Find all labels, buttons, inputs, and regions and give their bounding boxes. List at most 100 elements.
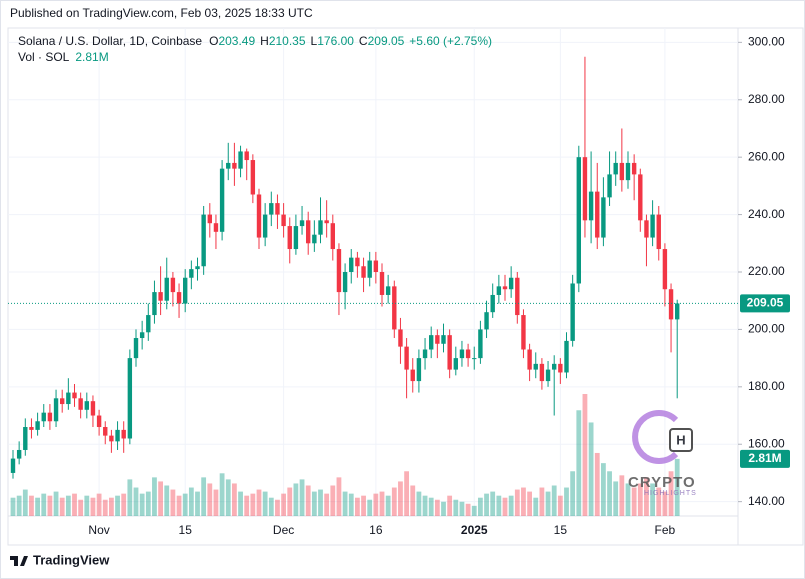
volume-bar xyxy=(275,499,280,516)
x-tick-label: 15 xyxy=(179,523,193,537)
labels: Solana / U.S. Dollar, 1D, Coinbase O203.4… xyxy=(8,34,790,537)
candle-body xyxy=(207,214,212,224)
volume-bar xyxy=(441,501,446,516)
volume-tag xyxy=(740,449,790,468)
candle-body xyxy=(189,269,194,278)
change: +5.60 (+2.75%) xyxy=(409,34,492,48)
candle-body xyxy=(527,349,532,370)
volume-bar xyxy=(342,491,348,516)
candle-body xyxy=(441,335,446,344)
volume-bar xyxy=(72,493,77,516)
candle-body xyxy=(564,340,569,373)
volume-bar xyxy=(644,477,649,516)
candle-body xyxy=(533,363,538,370)
volume-bar xyxy=(348,493,354,516)
volume-bar xyxy=(625,483,631,516)
watermark-logo-box xyxy=(669,428,693,452)
candle-body xyxy=(164,277,169,301)
volume-bar xyxy=(428,497,434,516)
volume-bar xyxy=(22,489,28,516)
candle-body xyxy=(435,335,440,344)
candle-body xyxy=(293,226,299,250)
y-tick-label: 220.00 xyxy=(748,264,785,278)
volume-legend: Vol · SOL 2.81M xyxy=(18,50,109,64)
candle-body xyxy=(269,203,274,215)
watermark-subtitle: HIGHLIGHTS xyxy=(644,490,697,497)
volume-bar xyxy=(318,489,323,516)
candle-body xyxy=(631,162,637,175)
volume-bar xyxy=(434,499,440,516)
symbol: Solana / U.S. Dollar, 1D, Coinbase xyxy=(18,34,202,48)
last-price-label: 209.05 xyxy=(747,296,784,310)
candle-body xyxy=(607,174,612,198)
volume-bar xyxy=(268,497,274,516)
candle-body xyxy=(78,398,83,410)
volume-bar xyxy=(238,491,243,516)
volume-bar xyxy=(557,495,563,516)
volume-bar xyxy=(545,491,551,516)
candle-body xyxy=(392,286,397,330)
candle-body xyxy=(127,358,133,439)
volume-bar xyxy=(176,495,182,516)
volume-bar xyxy=(182,493,188,516)
candle-body xyxy=(195,266,200,270)
volume-bar xyxy=(447,495,453,516)
y-tick-label: 280.00 xyxy=(748,92,785,106)
candle-body xyxy=(287,226,292,250)
candle-body xyxy=(29,427,34,430)
ohlc-key: H xyxy=(260,34,269,48)
candle-body xyxy=(244,151,249,161)
volume-tag-label: 2.81M xyxy=(748,451,781,465)
candle-body xyxy=(484,312,489,330)
volume-bar xyxy=(65,495,71,516)
candle-body xyxy=(232,162,237,169)
symbol-legend: Solana / U.S. Dollar, 1D, Coinbase O203.4… xyxy=(18,34,492,48)
volume-bar xyxy=(637,483,643,516)
y-tick-label: 300.00 xyxy=(748,35,785,49)
candle-body xyxy=(558,363,563,373)
volume-bar xyxy=(102,499,108,516)
volume-bar xyxy=(16,495,22,516)
volume-bar xyxy=(465,503,471,516)
volume-bar xyxy=(244,495,250,516)
candle-body xyxy=(336,249,342,293)
volume-bar xyxy=(355,497,360,516)
volume-bar xyxy=(35,497,40,516)
candle-body xyxy=(349,257,354,272)
volume-bar xyxy=(250,493,256,516)
x-tick-label: 16 xyxy=(369,523,383,537)
candle-body xyxy=(133,338,139,359)
volume-bar xyxy=(416,491,422,516)
volume-bar xyxy=(96,493,102,516)
volume-bar xyxy=(29,495,34,516)
candle-body xyxy=(379,272,385,295)
volume-bar xyxy=(619,475,625,516)
candle-body xyxy=(644,220,649,238)
volume-bar xyxy=(373,493,379,516)
volume-bar xyxy=(508,495,514,516)
candle-body xyxy=(638,174,643,221)
candle-body xyxy=(662,249,668,290)
volume-bar xyxy=(502,497,508,516)
candle-body xyxy=(447,335,452,370)
volume-bar xyxy=(601,463,606,516)
volume-bar xyxy=(576,410,582,516)
volume-bar xyxy=(551,485,557,516)
published-note: Published on TradingView.com, Feb 03, 20… xyxy=(10,6,313,20)
volume-bar xyxy=(152,477,157,516)
volume-bar xyxy=(668,471,674,516)
candle-body xyxy=(115,429,120,442)
candle-body xyxy=(60,398,65,405)
volume-bar xyxy=(115,495,120,516)
volume-bar xyxy=(404,471,409,516)
candle-body xyxy=(53,398,59,422)
volume-bar xyxy=(281,493,286,516)
candle-body xyxy=(422,349,428,359)
last-price-tag xyxy=(740,294,790,313)
watermark: H CRYPTO HIGHLIGHTS xyxy=(628,410,697,497)
brand-icon xyxy=(10,556,28,566)
volume-bar xyxy=(471,505,477,516)
candle-body xyxy=(552,363,557,370)
candle-body xyxy=(201,214,206,267)
